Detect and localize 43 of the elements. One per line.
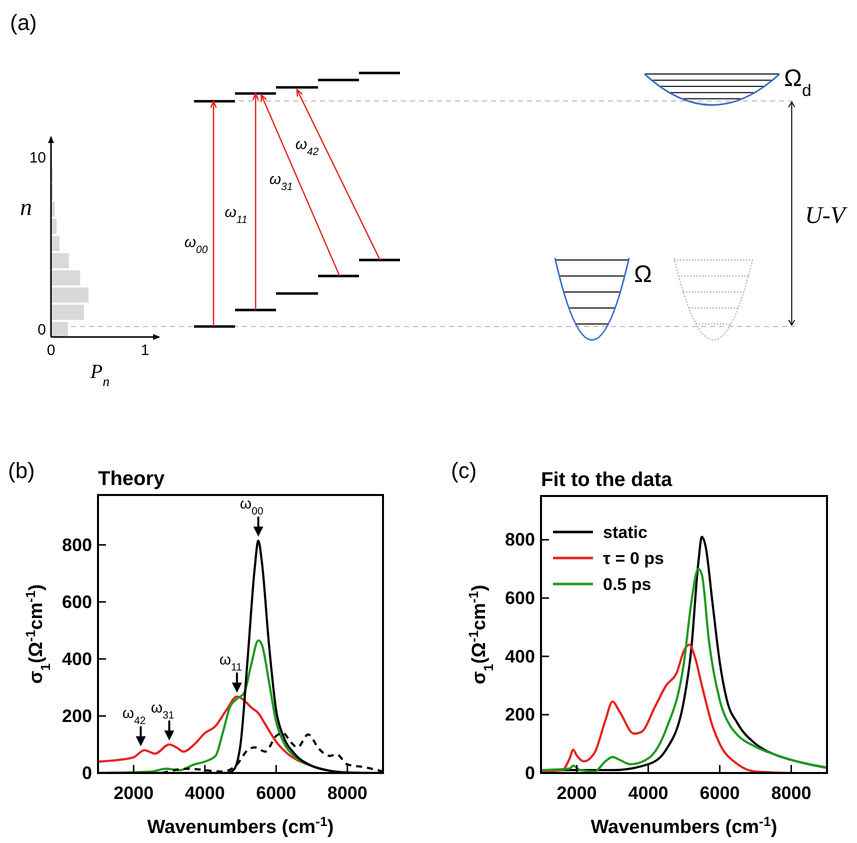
text: Ω <box>634 261 652 288</box>
y-tick-label: 800 <box>504 530 535 550</box>
x-tick-label: 4000 <box>628 783 668 803</box>
y-tick-label: 0 <box>524 763 535 783</box>
x-axis-title: Wavenumbers (cm$^{-1}$) <box>590 814 778 838</box>
x-tick-label: 2000 <box>114 783 154 803</box>
text: ω$_{31}$ <box>269 171 293 193</box>
annotation: ω$_{42}$ <box>122 705 146 728</box>
y-tick-label: 400 <box>504 646 535 666</box>
y-tick-label: 800 <box>62 534 92 555</box>
x-tick-label: 8000 <box>771 783 812 803</box>
text: ω$_{11}$ <box>224 204 248 226</box>
annotation: ω$_{00}$ <box>240 496 264 518</box>
x-tick-label: 8000 <box>327 783 368 803</box>
chart-title: Theory <box>98 468 166 490</box>
y-tick-label: 200 <box>62 706 92 726</box>
x-axis-title: Wavenumbers (cm$^{-1}$) <box>147 814 334 838</box>
y-tick-label: 600 <box>504 588 535 608</box>
x-tick-label: 6000 <box>256 783 296 803</box>
text: (a) <box>10 10 37 35</box>
text: ω$_{00}$ <box>184 234 208 256</box>
legend-label: τ = 0 ps <box>603 549 664 568</box>
text: (c) <box>451 458 477 483</box>
chart-title: Fit to the data <box>541 469 673 491</box>
x-tick-label: 6000 <box>700 783 740 803</box>
text: Ω$_{d}$ <box>784 65 812 100</box>
y-tick-label: 200 <box>504 704 535 725</box>
annotation: ω$_{11}$ <box>219 652 242 674</box>
x-tick-label: 4000 <box>184 783 225 803</box>
y-tick-label: 400 <box>62 648 92 669</box>
x-tick-label: 1 <box>140 342 150 359</box>
annotation: ω$_{31}$ <box>150 699 174 722</box>
legend-label: 0.5 ps <box>603 575 652 594</box>
x-tick-label: 2000 <box>556 783 597 803</box>
legend-label: static <box>603 523 648 542</box>
y-tick-label: 0 <box>82 763 92 783</box>
text: U-V <box>805 203 848 229</box>
y-axis-title: n <box>20 195 32 221</box>
y-tick-label: 600 <box>62 592 92 612</box>
text: ω$_{42}$ <box>295 136 319 158</box>
x-axis-title: P$_{n}$ <box>89 361 110 390</box>
text: (b) <box>8 458 35 483</box>
y-tick-label: 10 <box>29 150 46 167</box>
